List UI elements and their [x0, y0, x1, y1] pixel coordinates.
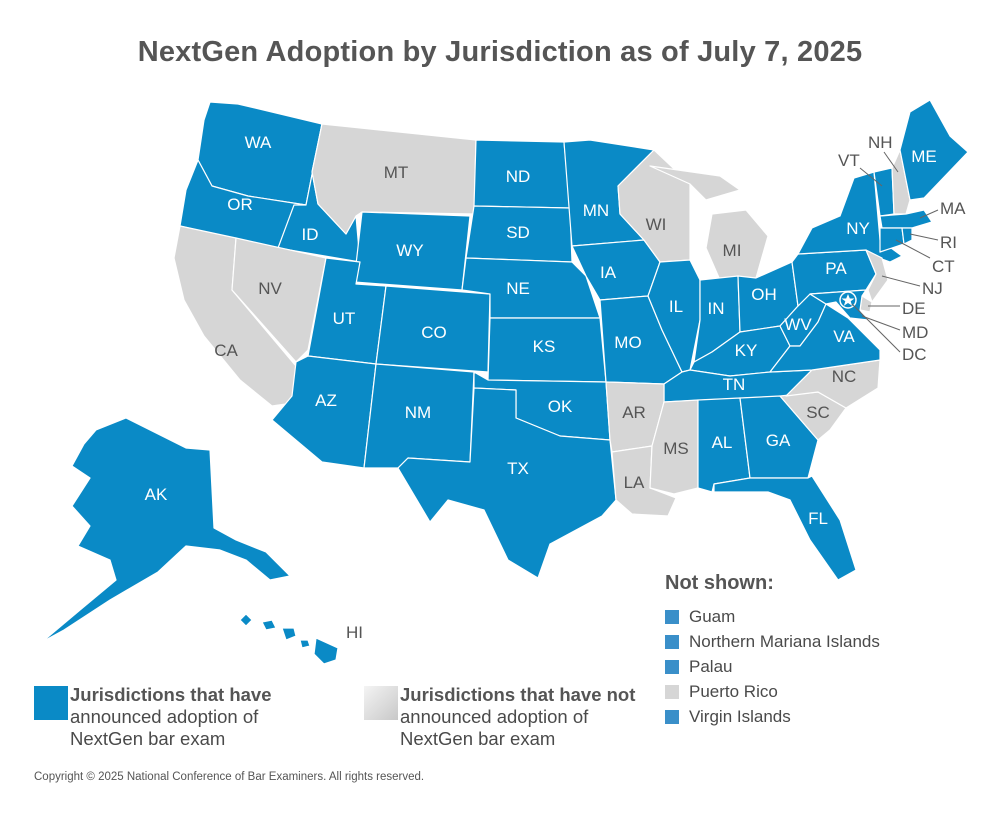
- not-shown-title: Not shown:: [665, 572, 774, 594]
- label-DE: DE: [902, 299, 926, 318]
- label-NV: NV: [258, 279, 282, 298]
- label-TX: TX: [507, 459, 529, 478]
- label-OK: OK: [548, 397, 573, 416]
- not-shown-swatch: [665, 610, 679, 624]
- not-shown-label: Virgin Islands: [689, 707, 791, 726]
- label-DC: DC: [902, 345, 927, 364]
- label-MA: MA: [940, 199, 966, 218]
- label-GA: GA: [766, 431, 791, 450]
- label-KS: KS: [533, 337, 556, 356]
- label-SD: SD: [506, 223, 530, 242]
- label-WI: WI: [646, 215, 667, 234]
- legend-adopted-heading: Jurisdictions that have: [70, 684, 272, 705]
- label-WA: WA: [245, 133, 272, 152]
- not-shown-swatch: [665, 635, 679, 649]
- label-NE: NE: [506, 279, 530, 298]
- leader-lines: [851, 151, 939, 353]
- label-MN: MN: [583, 201, 609, 220]
- label-ID: ID: [302, 225, 319, 244]
- state-NV[interactable]: [231, 237, 327, 363]
- label-NM: NM: [405, 403, 431, 422]
- state-labels: WA OR ID MT WY ND SD MN WI MI NV CA UT C…: [145, 133, 967, 642]
- label-FL: FL: [808, 509, 828, 528]
- label-MD: MD: [902, 323, 928, 342]
- not-shown-item-virgin-islands: Virgin Islands: [665, 707, 791, 727]
- not-shown-label: Guam: [689, 607, 736, 626]
- label-NY: NY: [846, 219, 870, 238]
- not-shown-label: Palau: [689, 657, 733, 676]
- label-MT: MT: [384, 163, 409, 182]
- label-AL: AL: [712, 433, 733, 452]
- not-shown-item-palau: Palau: [665, 657, 732, 677]
- legend-swatch-not-adopted: [364, 686, 398, 720]
- label-AZ: AZ: [315, 391, 337, 410]
- label-VA: VA: [833, 327, 855, 346]
- state-NH[interactable]: [891, 149, 911, 215]
- legend-not-adopted-line-2: NextGen bar exam: [400, 728, 556, 749]
- not-shown-label: Northern Mariana Islands: [689, 632, 880, 651]
- label-ND: ND: [506, 167, 531, 186]
- not-shown-item-northern-mariana-islands: Northern Mariana Islands: [665, 632, 880, 652]
- not-shown-item-guam: Guam: [665, 607, 735, 627]
- label-MS: MS: [663, 439, 689, 458]
- label-NJ: NJ: [922, 279, 943, 298]
- label-LA: LA: [624, 473, 645, 492]
- label-CA: CA: [214, 341, 238, 360]
- label-PA: PA: [825, 259, 847, 278]
- not-shown-swatch: [665, 660, 679, 674]
- legend-not-adopted-heading: Jurisdictions that have not: [400, 684, 636, 705]
- label-CO: CO: [421, 323, 447, 342]
- copyright-notice: Copyright © 2025 National Conference of …: [34, 771, 425, 783]
- label-NC: NC: [832, 367, 857, 386]
- label-WY: WY: [396, 241, 423, 260]
- not-shown-item-puerto-rico: Puerto Rico: [665, 682, 778, 702]
- label-IA: IA: [600, 263, 617, 282]
- state-RI[interactable]: [901, 227, 913, 245]
- not-shown-label: Puerto Rico: [689, 682, 778, 701]
- label-AR: AR: [622, 403, 646, 422]
- dc-star-icon: [841, 294, 855, 306]
- legend-not-adopted: Jurisdictions that have not announced ad…: [400, 684, 635, 750]
- legend-adopted-line-1: announced adoption of: [70, 706, 259, 727]
- label-UT: UT: [333, 309, 356, 328]
- label-OR: OR: [227, 195, 253, 214]
- state-GA[interactable]: [739, 395, 819, 479]
- state-TX[interactable]: [397, 387, 617, 579]
- label-IN: IN: [708, 299, 725, 318]
- label-MI: MI: [723, 241, 742, 260]
- state-CT[interactable]: [879, 227, 905, 253]
- label-TN: TN: [723, 375, 746, 394]
- legend-adopted: Jurisdictions that have announced adopti…: [70, 684, 272, 750]
- label-OH: OH: [751, 285, 777, 304]
- label-IL: IL: [669, 297, 683, 316]
- label-AK: AK: [145, 485, 168, 504]
- label-SC: SC: [806, 403, 830, 422]
- label-WV: WV: [784, 315, 812, 334]
- not-shown-swatch: [665, 685, 679, 699]
- legend-adopted-line-2: NextGen bar exam: [70, 728, 226, 749]
- legend-swatch-adopted: [34, 686, 68, 720]
- legend-not-adopted-line-1: announced adoption of: [400, 706, 589, 727]
- state-ME[interactable]: [899, 99, 969, 201]
- map-title: NextGen Adoption by Jurisdiction as of J…: [137, 36, 863, 68]
- label-CT: CT: [932, 257, 955, 276]
- label-NH: NH: [868, 133, 893, 152]
- label-KY: KY: [735, 341, 758, 360]
- state-AK[interactable]: [41, 417, 291, 643]
- label-HI: HI: [346, 623, 363, 642]
- not-shown-swatch: [665, 710, 679, 724]
- label-ME: ME: [911, 147, 937, 166]
- state-FL[interactable]: [713, 475, 857, 581]
- state-HI[interactable]: [239, 613, 339, 665]
- label-RI: RI: [940, 233, 957, 252]
- label-VT: VT: [838, 151, 860, 170]
- label-MO: MO: [614, 333, 641, 352]
- state-VA[interactable]: [769, 303, 881, 373]
